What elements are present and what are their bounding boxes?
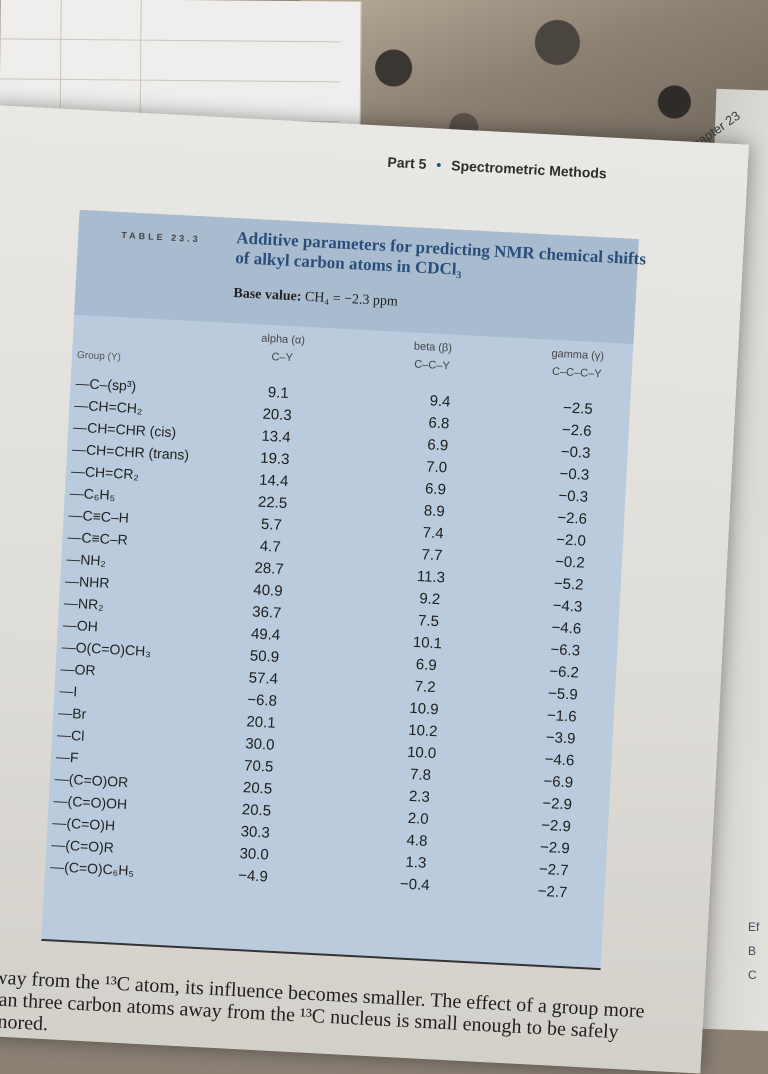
running-header: Part 5 • Spectrometric Methods [387,154,607,181]
header-part: Part 5 [387,153,427,172]
column-header-gamma: gamma (γ) C–C–C–Y [521,343,633,385]
group-cell: —Cl [56,726,85,744]
body-paragraph: away from the ¹³C atom, its influence be… [0,965,646,1044]
group-cell: —C≡C–H [68,506,130,526]
group-cell: —C≡C–R [67,528,129,548]
group-cell: —NH₂ [65,550,107,569]
alpha-cell: −4.9 [237,867,269,886]
group-column-header: Group (Y) [76,349,122,364]
header-bullet-icon: • [436,156,442,173]
group-cell: —OR [60,660,96,679]
beta-cell: −0.4 [399,875,431,895]
group-cell: —(C=O)R [50,836,115,856]
table-body: —C–(sp³) 9.1 9.4 −2.5 —CH=CH₂ 20.3 6.8 −2.6 —CH=… [50,372,636,907]
gamma-cell: −2.7 [537,882,568,902]
group-cell: —(C=O)H [52,814,116,834]
header-section: Spectrometric Methods [450,157,608,182]
column-header-beta: beta (β) C–C–Y [377,336,489,378]
group-cell: —F [55,748,79,766]
book-page: Part 5 • Spectrometric Methods TABLE 23.3 … [0,105,749,1074]
base-label: Base value: [233,286,302,305]
group-cell: —NHR [64,572,110,591]
group-cell: —I [59,682,78,700]
group-cell: —OH [62,616,99,635]
facing-page-edge-text: Ef B C [748,920,760,982]
group-cell: —C–(sp³) [75,374,137,395]
column-header-alpha: alpha (α) C–Y [227,328,339,370]
group-cell: —(C=O)C₆H₅ [49,858,135,879]
group-cell: —C₆H₅ [69,484,116,504]
group-cell: —Br [57,704,87,722]
group-cell: —NR₂ [63,594,105,613]
